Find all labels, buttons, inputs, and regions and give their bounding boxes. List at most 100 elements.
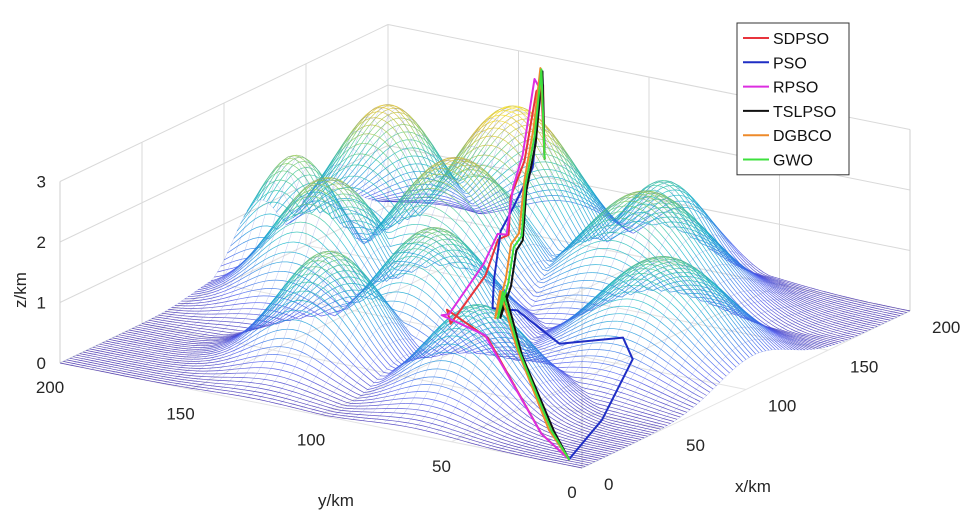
mesh-line [533,295,539,297]
mesh-line [799,341,805,345]
mesh-line [521,112,528,118]
mesh-line [545,253,551,262]
mesh-line [506,139,513,145]
mesh-line [771,309,777,315]
mesh-line [654,197,661,201]
mesh-line [807,288,813,291]
mesh-line [710,302,717,311]
mesh-line [855,314,861,317]
mesh-line [266,193,273,203]
mesh-line [506,178,512,184]
mesh-line [592,272,608,276]
mesh-line [505,166,512,172]
mesh-line [848,310,854,313]
mesh-line [463,197,470,203]
mesh-line [421,214,427,216]
mesh-line [675,215,682,224]
mesh-line [335,173,341,182]
mesh-line [765,284,772,290]
mesh-line [536,176,542,179]
mesh-line [783,299,790,304]
mesh-line [831,293,837,296]
mesh-line [758,295,765,301]
mesh-line [813,301,820,305]
mesh-line [365,179,372,183]
mesh-line [795,322,801,326]
mesh-line [256,225,262,228]
mesh-line [345,135,352,143]
mesh-line [676,215,683,223]
mesh-line [718,274,724,282]
mesh-line [727,244,734,253]
mesh-line [847,297,853,299]
mesh-line [807,293,814,297]
mesh-line [536,145,542,155]
mesh-line [774,276,780,280]
mesh-line [785,284,791,287]
mesh-line [437,173,443,175]
mesh-line [527,223,534,232]
mesh-line [410,126,417,136]
mesh-line [409,125,416,129]
mesh-line [852,322,859,325]
mesh-line [349,206,355,208]
mesh-line [513,127,520,131]
mesh-line [432,249,438,254]
mesh-line [394,188,400,191]
mesh-line [408,171,415,174]
mesh-line [665,239,671,247]
mesh-line [488,165,495,172]
mesh-line [656,239,663,246]
mesh-line [573,198,580,209]
mesh-line [698,217,705,227]
mesh-line [463,203,469,207]
mesh-line [724,257,730,266]
mesh-line [571,274,577,277]
mesh-line [436,219,443,223]
mesh-line [482,156,488,165]
mesh-line [568,165,575,177]
mesh-line [469,179,476,187]
mesh-line [733,339,740,347]
mesh-line [657,217,663,220]
mesh-line [393,105,399,109]
mesh-line [657,201,664,207]
mesh-line [617,198,624,202]
mesh-line [830,313,836,317]
mesh-line [494,180,501,189]
mesh-line [775,303,782,309]
mesh-line [783,321,790,326]
mesh-line [704,244,711,248]
mesh-line [383,200,389,202]
mesh-line [422,135,429,146]
mesh-line [786,320,793,325]
mesh-line [472,148,479,157]
mesh-line [526,301,533,307]
mesh-line [824,305,830,308]
mesh-line [370,175,377,181]
mesh-line [464,185,471,192]
mesh-line [818,314,824,318]
mesh-line [571,246,578,251]
mesh-line [460,192,467,198]
mesh-line [738,345,745,353]
mesh-line [824,312,831,315]
mesh-line [825,301,832,304]
mesh-line [422,156,429,160]
mesh-line [768,275,775,278]
mesh-line [461,208,467,211]
mesh-line [803,323,810,327]
mesh-line [825,337,831,341]
mesh-line [759,307,766,313]
mesh-line [721,242,727,252]
mesh-line [602,214,609,219]
mesh-line [792,293,799,297]
mesh-line [802,341,808,345]
mesh-line [773,314,779,319]
mesh-line [341,187,348,189]
mesh-line [515,184,522,188]
mesh-line [636,193,643,195]
mesh-line [543,260,550,267]
mesh-line [720,316,727,325]
mesh-line [802,286,808,290]
